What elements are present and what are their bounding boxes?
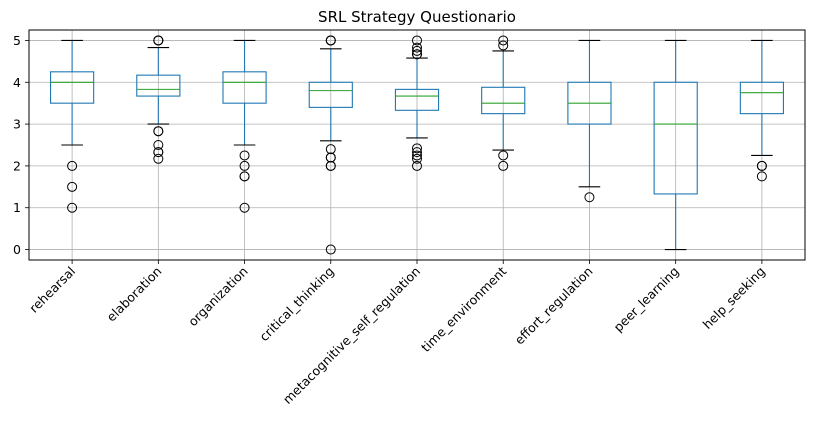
outlier-point: [153, 35, 164, 46]
box-layer: [50, 35, 784, 255]
box-elaboration: [136, 35, 181, 164]
outlier-point: [153, 126, 164, 137]
outlier-point: [239, 171, 250, 182]
y-tick-label: 0: [13, 242, 21, 257]
box-time_environment: [481, 35, 526, 171]
outlier-point: [239, 160, 250, 171]
outlier-point: [412, 143, 422, 154]
outlier-point: [153, 140, 164, 150]
outlier-point: [498, 35, 509, 46]
outlier-point: [239, 150, 250, 161]
x-tick-label: organization: [185, 264, 251, 330]
iqr-box: [394, 88, 440, 111]
outlier-point: [584, 192, 595, 203]
outlier-point: [498, 160, 509, 171]
box-effort_regulation: [567, 39, 612, 203]
outlier-point: [412, 35, 422, 46]
y-tick-label: 5: [13, 33, 21, 48]
y-tick-label: 2: [13, 158, 21, 173]
outlier-point: [756, 160, 767, 171]
y-tick-label: 3: [13, 117, 21, 132]
outlier-point: [325, 35, 336, 46]
iqr-box: [222, 71, 267, 104]
y-tick-label: 1: [13, 200, 21, 215]
iqr-box: [136, 74, 181, 97]
outlier-point: [67, 160, 78, 171]
outlier-point: [67, 181, 78, 192]
x-tick-label: help_seeking: [700, 264, 768, 332]
outlier-point: [412, 42, 422, 53]
outlier-point: [412, 49, 422, 60]
outlier-point: [153, 147, 164, 158]
x-tick-label: elaboration: [104, 264, 165, 325]
outlier-point: [325, 152, 336, 163]
outlier-point: [756, 171, 767, 182]
chart-title: SRL Strategy Questionario: [318, 8, 516, 26]
outlier-point: [412, 147, 422, 158]
outlier-point: [412, 160, 422, 171]
x-tick-label: time_environment: [418, 263, 509, 354]
x-tick-label: rehearsal: [26, 264, 78, 316]
iqr-box: [739, 81, 784, 115]
outlier-point: [498, 150, 509, 161]
y-tick-label: 4: [13, 75, 21, 90]
box-organization: [222, 39, 267, 213]
x-tick-label: effort_regulation: [512, 264, 596, 348]
outlier-point: [67, 202, 78, 213]
box-rehearsal: [50, 39, 95, 213]
outlier-point: [239, 202, 250, 213]
x-tick-label: critical_thinking: [256, 264, 337, 345]
x-tick-label: peer_learning: [611, 264, 682, 335]
box-critical_thinking: [308, 35, 353, 255]
box-metacognitive_self_regulation: [394, 35, 440, 171]
outlier-point: [412, 153, 422, 164]
plot-frame: [28, 29, 806, 261]
outlier-point: [412, 150, 422, 161]
axis-layer: 0 1 2 3 4 5 rehearsal elaboration organization cr…: [13, 33, 768, 407]
outlier-point: [325, 160, 336, 171]
outlier-point: [153, 153, 164, 164]
iqr-box: [50, 71, 95, 104]
iqr-box: [653, 81, 698, 195]
outlier-point: [412, 45, 422, 56]
iqr-box: [481, 86, 526, 115]
x-tick-label: metacognitive_self_regulation: [280, 264, 423, 407]
box-peer_learning: [653, 39, 698, 251]
outlier-point: [325, 244, 336, 255]
box-help_seeking: [739, 39, 784, 182]
outlier-point: [325, 144, 336, 155]
outlier-point: [498, 40, 509, 51]
iqr-box: [308, 81, 353, 108]
